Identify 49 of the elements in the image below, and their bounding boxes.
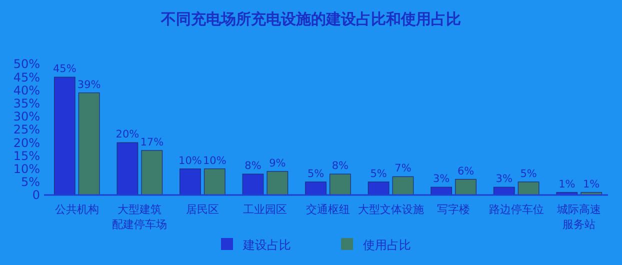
bar: [455, 178, 476, 196]
data-label: 7%: [394, 162, 412, 175]
data-label: 1%: [558, 178, 576, 190]
bar: [330, 174, 351, 196]
y-tick-label: 50%: [13, 57, 40, 72]
y-tick-label: 30%: [13, 110, 40, 124]
data-label: 8%: [332, 160, 349, 172]
x-tick-label: 居民区: [186, 203, 219, 216]
legend-label: 使用占比: [363, 238, 411, 252]
y-tick-label: 15%: [13, 148, 40, 163]
x-tick-label: 城际高速服务站: [556, 203, 602, 231]
y-tick-label: 35%: [13, 96, 40, 110]
bar: [392, 176, 414, 196]
x-tick-label: 交通枢纽: [306, 203, 350, 216]
data-label: 6%: [457, 165, 474, 178]
legend-label: 建设占比: [242, 238, 291, 252]
y-tick-label: 25%: [13, 122, 40, 137]
data-label: 8%: [244, 160, 262, 172]
data-label: 10%: [178, 154, 202, 167]
data-label: 5%: [307, 168, 324, 180]
x-tick-label: 写字楼: [437, 203, 470, 216]
data-label: 45%: [52, 63, 76, 76]
data-label: 5%: [520, 168, 537, 180]
chart-title: 不同充电场所充电设施的建设占比和使用占比: [160, 10, 461, 28]
y-tick-label: 20%: [13, 136, 40, 150]
data-label: 9%: [269, 157, 286, 170]
x-tick-label: 公共机构: [54, 203, 99, 216]
bar: [518, 182, 540, 196]
bar: [266, 171, 288, 196]
data-label: 20%: [116, 128, 140, 141]
data-label: 17%: [140, 136, 164, 148]
y-tick-label: 5%: [20, 175, 40, 190]
bar: [204, 168, 226, 196]
bar: [78, 92, 100, 196]
y-tick-label: 45%: [13, 70, 40, 84]
x-tick-label: 大型文体设施: [358, 203, 424, 216]
data-label: 3%: [496, 173, 512, 186]
data-label: 5%: [370, 168, 387, 180]
data-label: 10%: [202, 154, 226, 167]
y-tick-label: 0: [32, 188, 40, 202]
y-tick-label: 10%: [13, 162, 40, 176]
data-label: 39%: [77, 78, 101, 91]
data-label: 1%: [583, 178, 600, 190]
bar: [141, 150, 163, 196]
x-tick-label: 大型建筑配建停车场: [112, 203, 168, 231]
x-tick-label: 工业园区: [243, 203, 288, 216]
data-label: 3%: [433, 173, 450, 186]
x-tick-label: 路边停车位: [488, 203, 544, 216]
y-tick-label: 40%: [13, 83, 40, 98]
